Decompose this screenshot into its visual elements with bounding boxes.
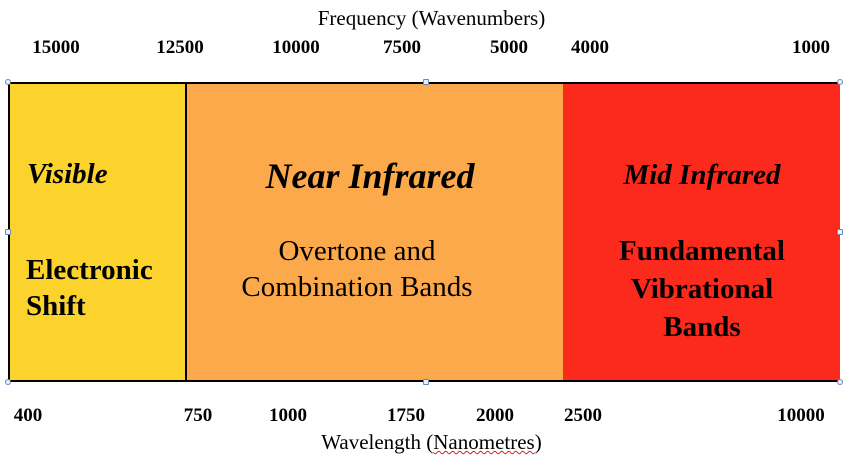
- wavelength-title-suffix: ): [534, 430, 542, 454]
- visible-title: Visible: [27, 158, 108, 190]
- frequency-tick: 12500: [156, 37, 204, 58]
- wavelength-tick: 1750: [387, 405, 425, 426]
- resize-handle[interactable]: [5, 79, 11, 85]
- frequency-tick: 7500: [383, 37, 421, 58]
- mid-infrared-description: Fundamental Vibrational Bands: [619, 232, 785, 346]
- visible-description: Electronic Shift: [26, 252, 153, 324]
- resize-handle[interactable]: [5, 229, 11, 235]
- wavelength-title-unit: Nanometres: [433, 430, 535, 454]
- frequency-tick: 4000: [571, 37, 609, 58]
- wavelength-tick: 1000: [269, 405, 307, 426]
- resize-handle[interactable]: [423, 79, 429, 85]
- wavelength-axis-title: Wavelength (Nanometres): [3, 430, 857, 455]
- region-divider: [185, 84, 187, 380]
- wavelength-tick: 750: [183, 405, 213, 426]
- mir-desc-line: Bands: [663, 311, 741, 343]
- resize-handle[interactable]: [5, 379, 11, 385]
- resize-handle[interactable]: [837, 229, 843, 235]
- nir-desc-line: Overtone and: [278, 235, 436, 267]
- frequency-tick: 10000: [272, 37, 320, 58]
- mid-infrared-title: Mid Infrared: [623, 159, 781, 191]
- visible-region: [10, 84, 185, 380]
- mid-infrared-region: [563, 82, 840, 382]
- resize-handle[interactable]: [837, 379, 843, 385]
- frequency-axis-title: Frequency (Wavenumbers): [317, 6, 546, 30]
- visible-desc-line: Electronic: [26, 254, 153, 286]
- visible-desc-line: Shift: [26, 290, 86, 322]
- wavelength-tick: 2500: [564, 405, 602, 426]
- resize-handle[interactable]: [423, 379, 429, 385]
- near-infrared-description: Overtone and Combination Bands: [241, 233, 472, 305]
- wavelength-tick: 400: [13, 405, 43, 426]
- wavelength-title-prefix: Wavelength (: [321, 430, 434, 454]
- frequency-tick: 5000: [490, 37, 528, 58]
- frequency-tick: 15000: [32, 37, 80, 58]
- nir-desc-line: Combination Bands: [241, 271, 473, 303]
- frequency-tick: 1000: [792, 37, 830, 58]
- near-infrared-title: Near Infrared: [265, 156, 475, 196]
- wavelength-tick: 10000: [777, 405, 825, 426]
- mir-desc-line: Fundamental: [619, 235, 785, 267]
- near-infrared-region: [187, 84, 563, 380]
- resize-handle[interactable]: [837, 79, 843, 85]
- mir-desc-line: Vibrational: [630, 273, 774, 305]
- wavelength-tick: 2000: [476, 405, 514, 426]
